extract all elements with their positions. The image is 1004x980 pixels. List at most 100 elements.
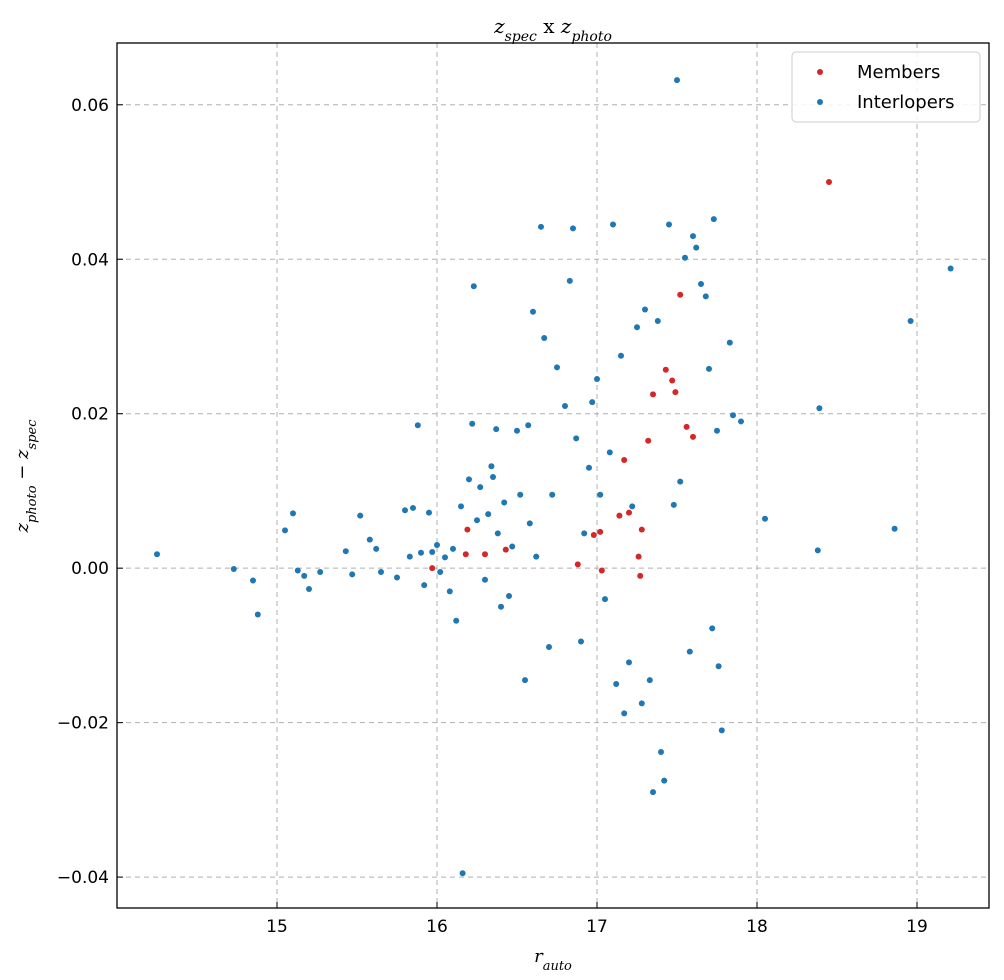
interlopers-point [686, 648, 693, 655]
interlopers-point [501, 499, 508, 506]
legend-marker [817, 69, 823, 75]
interlopers-point [394, 574, 400, 581]
grid [117, 43, 989, 908]
x-tick-label: 16 [426, 917, 448, 937]
members-point [429, 565, 436, 572]
members-point [677, 291, 684, 298]
interlopers-point [597, 491, 604, 498]
interlopers-point [706, 365, 712, 372]
interlopers-point [715, 663, 722, 670]
interlopers-point [674, 77, 680, 84]
interlopers-point [538, 223, 544, 230]
interlopers-point [626, 659, 632, 666]
interlopers-point [406, 553, 413, 560]
interlopers-point [437, 569, 444, 576]
interlopers-point [654, 318, 661, 325]
interlopers-point [581, 530, 588, 537]
legend-label: Interlopers [857, 92, 955, 113]
interlopers-point [650, 789, 656, 796]
interlopers-point [546, 643, 552, 650]
interlopers-point [154, 551, 160, 558]
interlopers-point [613, 681, 620, 688]
interlopers-point [402, 507, 408, 514]
interlopers-point [469, 420, 476, 427]
interlopers-point [493, 426, 500, 433]
interlopers-point [488, 463, 495, 470]
interlopers-point [421, 582, 428, 589]
y-tick-label: −0.02 [57, 714, 109, 734]
interlopers-point [474, 517, 480, 524]
interlopers-point [549, 491, 556, 498]
interlopers-point [250, 577, 256, 584]
interlopers-point [762, 515, 768, 522]
interlopers-point [573, 435, 580, 442]
interlopers-point [526, 520, 533, 527]
members-point [826, 179, 832, 186]
data-points [154, 77, 954, 877]
interlopers-point [342, 548, 349, 555]
interlopers-point [666, 221, 672, 228]
interlopers-point [290, 510, 296, 517]
members-point [669, 377, 676, 384]
interlopers-point [533, 553, 540, 560]
members-point [638, 526, 645, 533]
interlopers-point [594, 375, 600, 382]
y-tick-label: 0.02 [71, 405, 109, 425]
members-point [637, 572, 644, 579]
interlopers-point [629, 503, 636, 510]
interlopers-point [414, 422, 421, 429]
interlopers-point [378, 569, 384, 576]
members-point [621, 457, 628, 464]
interlopers-point [426, 509, 432, 516]
interlopers-point [429, 548, 436, 555]
y-tick-label: 0.04 [71, 250, 109, 270]
interlopers-point [554, 364, 560, 371]
interlopers-point [602, 596, 608, 603]
interlopers-point [418, 549, 424, 556]
interlopers-point [606, 449, 613, 456]
interlopers-point [317, 569, 324, 576]
plot-frame [116, 42, 990, 909]
interlopers-point [578, 638, 584, 645]
interlopers-point [891, 525, 898, 532]
interlopers-point [947, 265, 954, 272]
interlopers-point [682, 254, 688, 261]
interlopers-point [541, 335, 548, 342]
interlopers-point [410, 504, 416, 511]
interlopers-point [618, 352, 624, 359]
interlopers-point [698, 280, 704, 287]
interlopers-point [517, 491, 524, 498]
interlopers-point [482, 576, 488, 583]
interlopers-point [477, 484, 484, 491]
interlopers-point [282, 527, 288, 534]
interlopers-point [522, 677, 528, 684]
interlopers-point [730, 412, 736, 419]
members-point [464, 526, 471, 533]
members-point [462, 551, 469, 558]
interlopers-point [621, 710, 628, 717]
interlopers-point [509, 543, 516, 550]
x-tick-label: 15 [266, 917, 288, 937]
members-point [645, 437, 652, 444]
interlopers-point [450, 545, 456, 552]
interlopers-point [446, 588, 453, 595]
members-point [690, 433, 696, 440]
interlopers-point [726, 339, 733, 346]
y-tick-label: −0.04 [57, 868, 109, 888]
interlopers-point [566, 277, 573, 284]
interlopers-point [738, 418, 744, 425]
interlopers-point [494, 530, 501, 537]
x-tick-label: 17 [586, 917, 608, 937]
chart-title: zspec x zphoto [493, 14, 612, 45]
interlopers-point [230, 565, 237, 572]
interlopers-point [442, 554, 448, 561]
y-tick-label: 0.06 [71, 96, 109, 116]
interlopers-point [306, 586, 312, 593]
members-point [482, 551, 488, 558]
interlopers-point [490, 474, 496, 481]
interlopers-point [586, 464, 592, 471]
interlopers-point [530, 308, 536, 315]
interlopers-point [907, 318, 914, 325]
interlopers-point [466, 476, 472, 483]
